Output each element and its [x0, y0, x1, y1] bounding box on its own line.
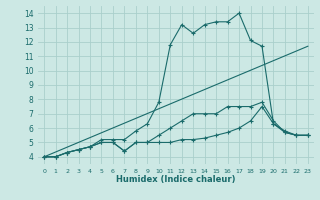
- X-axis label: Humidex (Indice chaleur): Humidex (Indice chaleur): [116, 175, 236, 184]
